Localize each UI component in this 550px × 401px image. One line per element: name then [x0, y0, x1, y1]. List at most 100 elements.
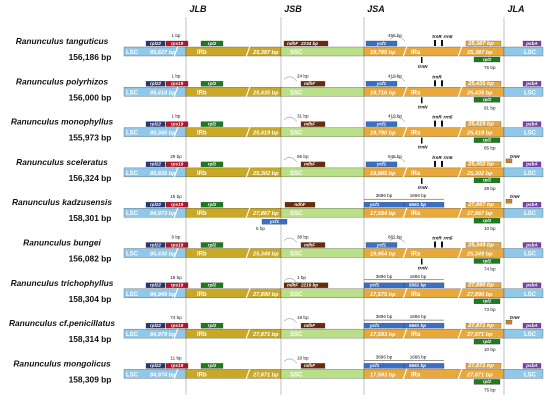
- junction-lines: [185, 17, 505, 395]
- lsc-end-region: [503, 87, 544, 97]
- ycf1-gene: [365, 81, 398, 87]
- irb-length: 27,871 bp: [252, 332, 279, 338]
- jla-distance: 10 bp: [484, 347, 496, 352]
- ssc-label: SSC: [290, 90, 303, 96]
- ycf1-extension-length: 5561 bp: [409, 283, 426, 288]
- trnH-label: trnH: [510, 315, 520, 320]
- trnH-label: trnH: [510, 154, 520, 159]
- ira-label: IRa: [411, 171, 421, 177]
- ira-label: IRa: [411, 131, 421, 137]
- ira-length: 27,867 bp: [466, 211, 493, 217]
- junction-headers: JLB JSB JSA JLA: [189, 4, 524, 14]
- rpl22-label: rpl22: [150, 202, 161, 207]
- rps19-gene: [165, 161, 189, 168]
- jlb-distance: 15 bp: [170, 275, 182, 280]
- psbA-label: psbA: [525, 242, 537, 247]
- rps19-gene: [165, 282, 189, 288]
- trnN-label: trnN: [418, 185, 428, 190]
- ndhF-length: 2234 bp: [300, 41, 318, 46]
- rpl2-label: rpl2: [208, 242, 217, 247]
- ndhF-label: ndhF: [287, 41, 298, 46]
- species-name: Ranunculus sceleratus: [16, 157, 108, 167]
- break-mark: [402, 166, 408, 179]
- break-mark: [173, 126, 179, 138]
- break-mark: [457, 287, 463, 299]
- ycf1-extension: [403, 202, 445, 208]
- ira-bar-top: [465, 121, 502, 127]
- rpl2-gene-jla: [473, 97, 501, 103]
- jsb-distance: 24 bp: [297, 73, 309, 78]
- lsc-label: LSC: [126, 131, 139, 137]
- break-mark: [245, 327, 251, 340]
- break-mark: [402, 86, 408, 98]
- species-name: Ranunculus mongolicus: [13, 358, 111, 368]
- ycf1-jsb-label: ycf1: [269, 219, 280, 224]
- rpl2-gene-jla: [473, 258, 501, 264]
- rpl2-gene-jla: [473, 218, 501, 224]
- jsb-arc: [283, 358, 298, 364]
- jsa-distance: 546 bp: [388, 154, 402, 159]
- ssc-label: SSC: [290, 211, 303, 217]
- lsc-label: LSC: [126, 292, 139, 298]
- rpl22-gene: [145, 121, 166, 127]
- irb-length: 25,435 bp: [252, 90, 279, 96]
- rps19-label: rps19: [171, 41, 184, 46]
- ycf1-length-a: 3896 bp: [376, 193, 393, 198]
- lsc-end-region: [503, 167, 544, 178]
- ycf1-region-length: 17,593 bp: [370, 372, 396, 378]
- rpl2-gene: [200, 282, 224, 288]
- break-mark: [457, 126, 463, 138]
- species-row: Ranunculus mongolicus 158,309 bp LSC IRb SSC…: [13, 354, 544, 392]
- ycf1-extension-length: 5561 bp: [409, 202, 426, 207]
- rps19-label: rps19: [171, 81, 184, 86]
- junction-header-jla: JLA: [507, 4, 524, 14]
- lsc-end-region: [503, 248, 544, 258]
- species-row: Ranunculus polyrhizos 156,000 bp LSC IRb SSC…: [16, 73, 544, 110]
- ycf1-region-length: 19,954 bp: [370, 252, 396, 258]
- irb-length: 25,419 bp: [252, 131, 279, 137]
- psbA-gene: [522, 161, 542, 168]
- lsc-end-region: [503, 288, 544, 298]
- genome-size: 156,000 bp: [69, 92, 112, 102]
- lsc-length: 84,949 bp: [150, 292, 176, 298]
- irb-label: IRb: [197, 50, 207, 56]
- jlb-distance: 1 bp: [172, 114, 181, 119]
- ycf1-gene-jsb: [261, 219, 288, 225]
- break-mark: [457, 86, 463, 98]
- trnR-gene: [434, 40, 436, 46]
- break-mark: [457, 247, 463, 259]
- lsc-length: 85,345 bp: [150, 131, 176, 137]
- trnN-gene: [421, 57, 423, 63]
- ycf1-label: ycf1: [376, 41, 387, 46]
- ycf1-extension: [403, 363, 445, 369]
- genome-size: 156,324 bp: [69, 173, 112, 183]
- jsb-arc: [283, 237, 298, 243]
- break-mark: [173, 247, 179, 259]
- ira-bar-top-label: 27,871 bp: [467, 363, 494, 369]
- ndhF-label: ndhF: [304, 162, 315, 167]
- trnN-gene: [421, 97, 423, 104]
- lsc-length: 84,973 bp: [150, 211, 176, 217]
- break-mark: [173, 166, 179, 179]
- break-mark: [402, 287, 408, 299]
- irb-label: IRb: [197, 332, 207, 338]
- ndhF-gene: [300, 81, 326, 87]
- rpl2-gene: [200, 40, 224, 47]
- rpl2-gene-jla: [473, 298, 501, 304]
- lsc-length: 85,430 bp: [150, 252, 176, 258]
- rpl22-gene: [145, 242, 166, 248]
- ycf1-label: ycf1: [369, 363, 380, 368]
- rps19-label: rps19: [171, 283, 184, 288]
- psbA-gene: [522, 363, 542, 369]
- lsc-label: LSC: [126, 171, 139, 177]
- jsb-distance: 55 bp: [297, 154, 309, 159]
- ira-bar-top: [465, 242, 502, 248]
- ira-length: 27,890 bp: [466, 292, 493, 298]
- break-mark: [173, 368, 179, 380]
- rps19-gene: [165, 363, 189, 369]
- ycf1-gene: [365, 40, 398, 47]
- break-mark: [173, 327, 179, 340]
- ssc-label: SSC: [290, 252, 303, 258]
- rps19-gene: [165, 202, 189, 208]
- trnR-gene: [434, 80, 436, 87]
